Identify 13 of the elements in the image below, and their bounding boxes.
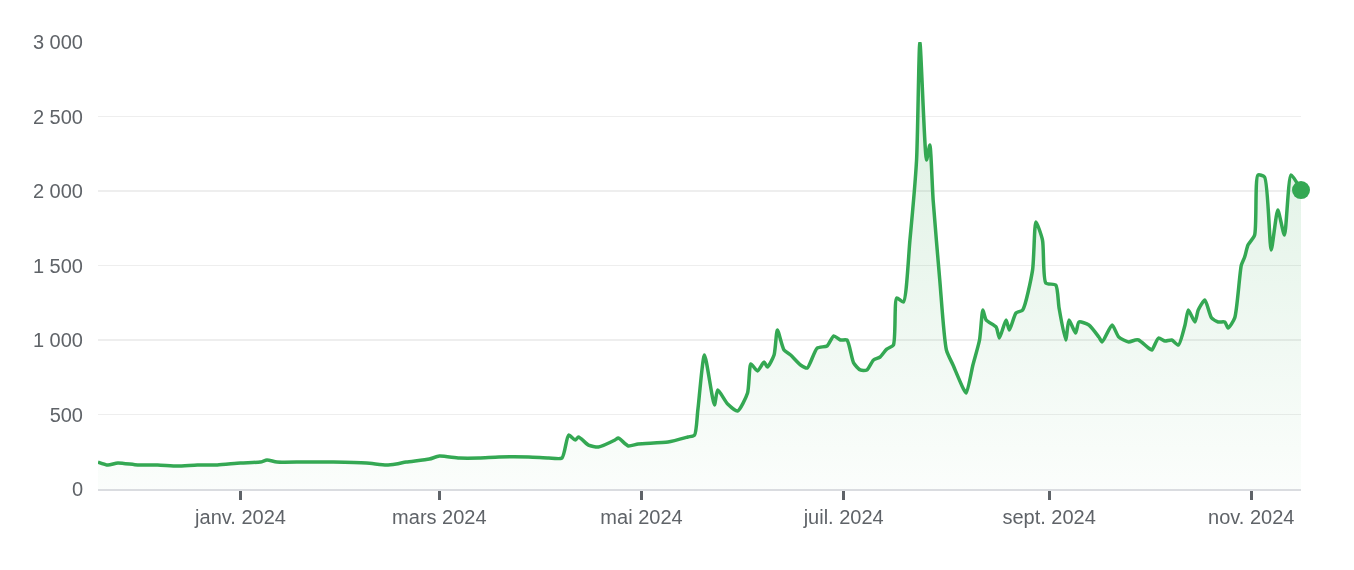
y-tick-label: 1 500 — [32, 254, 83, 277]
y-tick-label: 500 — [49, 403, 83, 426]
y-tick-label: 2 000 — [32, 180, 83, 202]
x-tick-label: sept. 2024 — [1002, 506, 1096, 528]
y-tick-label: 3 000 — [32, 31, 83, 53]
y-tick-label: 2 500 — [32, 105, 83, 128]
x-tick-label: mai 2024 — [600, 506, 683, 528]
x-tick-label: nov. 2024 — [1208, 506, 1295, 528]
y-tick-label: 1 000 — [32, 329, 83, 351]
y-tick-label: 0 — [71, 478, 83, 500]
x-tick-label: janv. 2024 — [194, 506, 286, 528]
x-tick-label: juil. 2024 — [802, 506, 884, 528]
x-tick-label: mars 2024 — [392, 506, 487, 528]
